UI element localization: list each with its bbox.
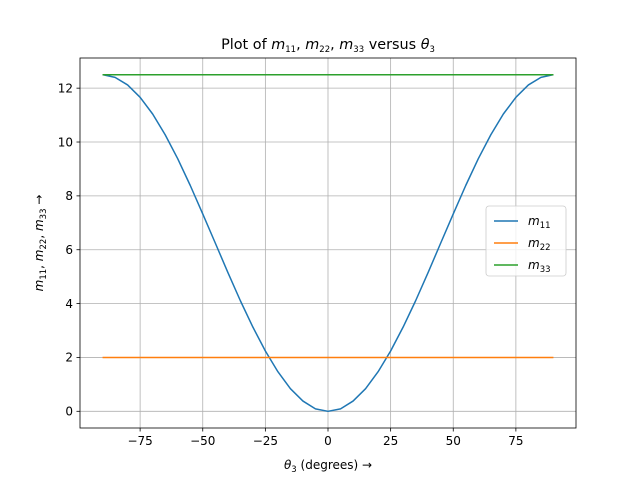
x-tick-label: 0 [324, 434, 332, 448]
legend: m11 m22 m33 [485, 205, 567, 277]
legend-label-m33: m33 [528, 258, 551, 275]
y-tick-label: 6 [65, 243, 73, 257]
y-tick-label: 2 [65, 351, 73, 365]
legend-label-m11: m11 [528, 214, 551, 231]
x-tick-label: −75 [127, 434, 152, 448]
y-tick-label: 0 [65, 405, 73, 419]
y-tick-label: 12 [58, 81, 73, 95]
y-tick-label: 10 [58, 135, 73, 149]
x-tick-label: 25 [383, 434, 398, 448]
x-tick-label: −50 [190, 434, 215, 448]
y-tick-label: 4 [65, 297, 73, 311]
chart-title: Plot of m11, m22, m33 versus θ3 [221, 37, 435, 55]
series-layer [102, 73, 554, 413]
legend-label-m22: m22 [528, 236, 551, 253]
series-line-m11 [102, 73, 554, 413]
y-axis-label: m11, m22, m33 → [32, 195, 49, 292]
x-tick-label: 75 [508, 434, 523, 448]
ticks: −75 −50 −25 0 25 50 75 0 2 4 6 8 10 12 [58, 81, 524, 448]
x-axis-label: θ3 (degrees) → [284, 458, 372, 475]
x-tick-label: −25 [253, 434, 278, 448]
x-tick-label: 50 [446, 434, 461, 448]
y-tick-label: 8 [65, 189, 73, 203]
legend-box [485, 205, 567, 277]
